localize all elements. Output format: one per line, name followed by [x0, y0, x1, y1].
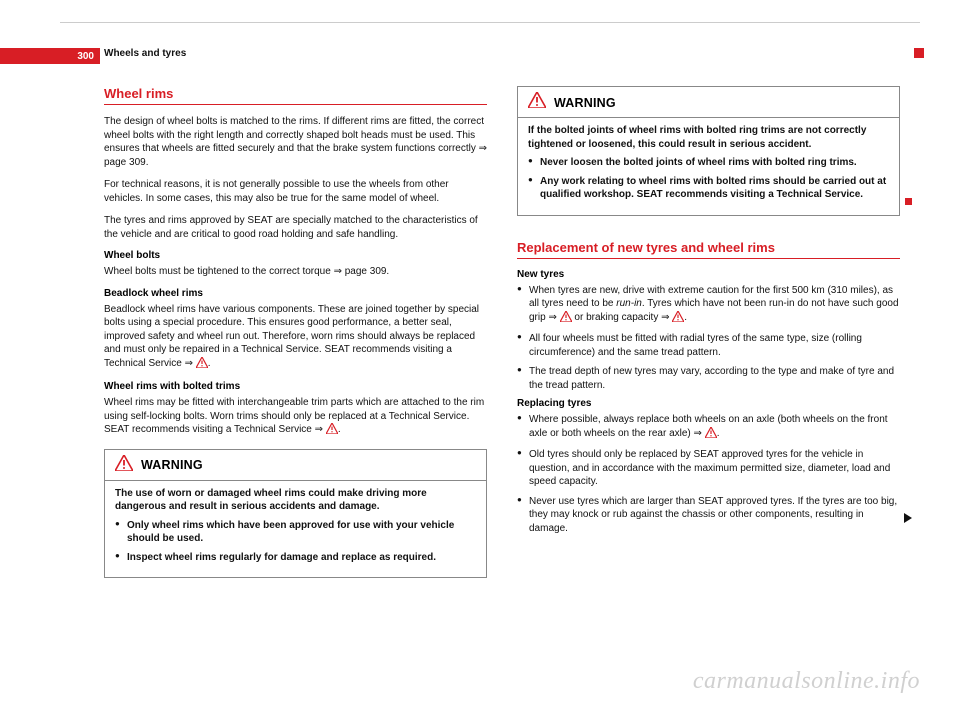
- text: .: [717, 428, 720, 439]
- warning-list: Only wheel rims which have been approved…: [115, 519, 476, 565]
- text: Wheel rims may be fitted with interchang…: [104, 397, 484, 435]
- para: The design of wheel bolts is matched to …: [104, 115, 487, 169]
- right-column: WARNING If the bolted joints of wheel ri…: [517, 86, 900, 641]
- top-rule: [60, 22, 920, 23]
- list-item: The tread depth of new tyres may vary, a…: [517, 365, 900, 392]
- list-item: Where possible, always replace both whee…: [517, 413, 900, 442]
- bullet-list: When tyres are new, drive with extreme c…: [517, 284, 900, 393]
- warning-title: WARNING: [141, 458, 203, 472]
- heading-rule: [104, 104, 487, 105]
- warning-item: Any work relating to wheel rims with bol…: [528, 175, 889, 202]
- heading-replacement: Replacement of new tyres and wheel rims: [517, 240, 900, 255]
- side-tabs: [914, 48, 924, 80]
- page-number-tab: 300: [0, 48, 100, 64]
- warning-title: WARNING: [554, 96, 616, 110]
- side-tab-red: [914, 48, 924, 58]
- para: Beadlock wheel rims have various compone…: [104, 303, 487, 373]
- warning-triangle-icon: [672, 311, 684, 327]
- content-columns: Wheel rims The design of wheel bolts is …: [104, 86, 900, 641]
- subheading-bolted-trims: Wheel rims with bolted trims: [104, 381, 487, 392]
- text: or braking capacity ⇒: [572, 312, 673, 323]
- warning-triangle-icon: [326, 423, 338, 439]
- heading-wheel-rims: Wheel rims: [104, 86, 487, 101]
- subheading-replacing-tyres: Replacing tyres: [517, 398, 900, 409]
- subheading-wheel-bolts: Wheel bolts: [104, 250, 487, 261]
- para: Wheel rims may be fitted with interchang…: [104, 396, 487, 439]
- warning-box-2: WARNING If the bolted joints of wheel ri…: [517, 86, 900, 216]
- subheading-new-tyres: New tyres: [517, 269, 900, 280]
- warning-triangle-icon: [528, 92, 546, 113]
- warning-triangle-icon: [196, 357, 208, 373]
- warning-text: If the bolted joints of wheel rims with …: [528, 124, 889, 151]
- warning-triangle-icon: [560, 311, 572, 327]
- warning-body: The use of worn or damaged wheel rims co…: [105, 481, 486, 578]
- watermark-text: carmanualsonline.info: [693, 668, 920, 695]
- text: .: [338, 424, 341, 435]
- warning-item: Never loosen the bolted joints of wheel …: [528, 156, 889, 170]
- list-item: All four wheels must be fitted with radi…: [517, 332, 900, 359]
- heading-rule: [517, 258, 900, 259]
- warning-body: If the bolted joints of wheel rims with …: [518, 118, 899, 215]
- warning-header: WARNING: [105, 450, 486, 481]
- text: Beadlock wheel rims have various compone…: [104, 304, 479, 369]
- bullet-list: Where possible, always replace both whee…: [517, 413, 900, 535]
- para: The tyres and rims approved by SEAT are …: [104, 214, 487, 241]
- page-number: 300: [77, 51, 94, 62]
- section-end-marker: [905, 198, 912, 205]
- warning-item: Inspect wheel rims regularly for damage …: [115, 551, 476, 565]
- para: Wheel bolts must be tightened to the cor…: [104, 265, 487, 279]
- subheading-beadlock: Beadlock wheel rims: [104, 288, 487, 299]
- section-title: Wheels and tyres: [104, 48, 186, 59]
- warning-triangle-icon: [115, 455, 133, 476]
- left-column: Wheel rims The design of wheel bolts is …: [104, 86, 487, 641]
- continue-arrow-icon: [904, 510, 912, 528]
- warning-text: The use of worn or damaged wheel rims co…: [115, 487, 476, 514]
- list-item: When tyres are new, drive with extreme c…: [517, 284, 900, 327]
- list-item: Never use tyres which are larger than SE…: [517, 495, 900, 536]
- warning-header: WARNING: [518, 87, 899, 118]
- text: .: [684, 312, 687, 323]
- warning-triangle-icon: [705, 427, 717, 443]
- page-root: 300 Wheels and tyres Wheel rims The desi…: [0, 0, 960, 701]
- text: .: [208, 358, 211, 369]
- warning-box-1: WARNING The use of worn or damaged wheel…: [104, 449, 487, 579]
- warning-list: Never loosen the bolted joints of wheel …: [528, 156, 889, 202]
- list-item: Old tyres should only be replaced by SEA…: [517, 448, 900, 489]
- warning-item: Only wheel rims which have been approved…: [115, 519, 476, 546]
- text-italic: run-in: [616, 298, 642, 309]
- para: For technical reasons, it is not general…: [104, 178, 487, 205]
